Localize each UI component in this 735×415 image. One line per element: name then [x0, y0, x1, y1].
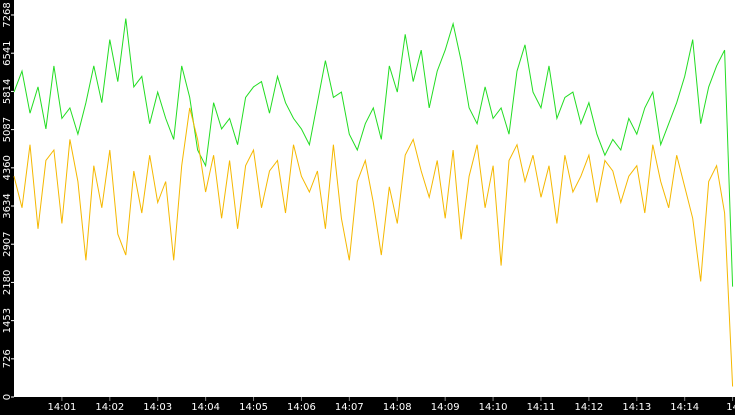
x-tick-label: 14:03 [143, 402, 172, 413]
x-tick-label: 14:06 [287, 402, 316, 413]
y-tick-label: 726 [2, 349, 13, 368]
x-tick-label: 14:11 [527, 402, 556, 413]
x-tick-label: 14:07 [335, 402, 364, 413]
y-tick-label: 5087 [2, 117, 13, 142]
x-tick-label: 14:12 [574, 402, 603, 413]
x-tick-label: 14:14 [670, 402, 699, 413]
x-tick-label: 14:02 [95, 402, 124, 413]
x-tick-label: 14:13 [622, 402, 651, 413]
y-tick-label: 5814 [2, 79, 13, 104]
series-line [13, 18, 734, 287]
x-tick-label: 14:04 [191, 402, 220, 413]
y-tick-label: 2907 [2, 231, 13, 256]
y-tick-label: 0 [2, 394, 13, 400]
y-tick-label: 1453 [2, 308, 13, 333]
y-axis-strip [0, 0, 14, 415]
x-tick-label: 14 [726, 402, 735, 413]
series-line [13, 107, 734, 387]
y-tick-label: 4360 [2, 155, 13, 180]
x-tick-label: 14:08 [383, 402, 412, 413]
x-tick-label: 14:01 [47, 402, 76, 413]
y-tick-label: 3634 [2, 193, 13, 218]
y-tick-label: 7268 [2, 2, 13, 27]
y-tick-label: 2180 [2, 270, 13, 295]
x-tick-label: 14:05 [239, 402, 268, 413]
y-tick-label: 6541 [2, 40, 13, 65]
x-tick-label: 14:09 [431, 402, 460, 413]
x-axis-strip [0, 397, 735, 415]
x-tick-label: 14:10 [479, 402, 508, 413]
